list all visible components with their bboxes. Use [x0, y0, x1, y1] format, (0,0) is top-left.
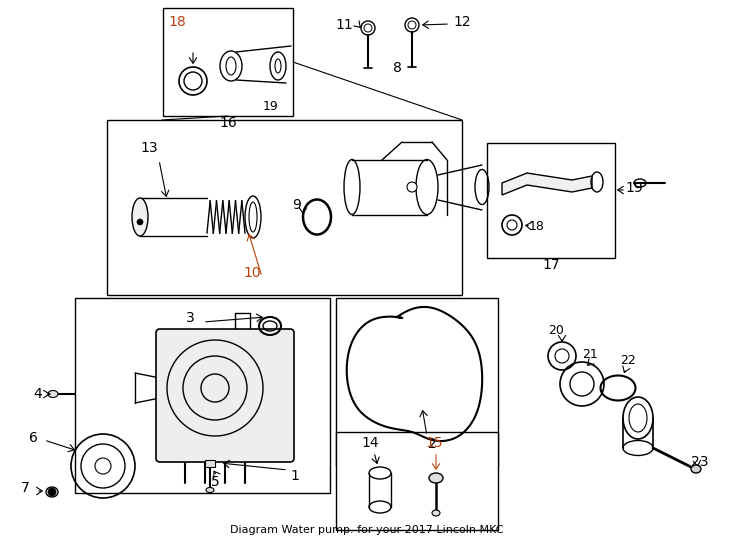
Bar — [75, 298, 330, 493]
Bar — [336, 298, 498, 466]
Text: 12: 12 — [453, 15, 470, 29]
Text: 18: 18 — [529, 220, 545, 233]
Bar — [163, 8, 293, 116]
Text: 3: 3 — [186, 311, 195, 325]
Text: 4: 4 — [34, 387, 43, 401]
Ellipse shape — [691, 465, 701, 473]
Text: 20: 20 — [548, 323, 564, 336]
Bar — [336, 432, 498, 530]
Text: 19: 19 — [625, 181, 643, 195]
Ellipse shape — [132, 198, 148, 236]
Text: 16: 16 — [219, 116, 237, 130]
Circle shape — [407, 182, 417, 192]
Bar — [205, 460, 215, 467]
Circle shape — [137, 219, 143, 225]
Bar — [487, 143, 615, 258]
Ellipse shape — [46, 487, 58, 497]
Text: 2: 2 — [428, 437, 437, 451]
Text: 21: 21 — [582, 348, 598, 361]
Text: 14: 14 — [361, 436, 379, 450]
Ellipse shape — [432, 510, 440, 516]
Text: 5: 5 — [211, 475, 219, 489]
Polygon shape — [502, 173, 592, 195]
Ellipse shape — [429, 473, 443, 483]
Ellipse shape — [206, 488, 214, 492]
Text: 7: 7 — [21, 481, 29, 495]
Text: 1: 1 — [291, 469, 299, 483]
Text: 9: 9 — [293, 198, 302, 212]
Text: 23: 23 — [691, 455, 709, 469]
Text: 13: 13 — [140, 141, 158, 155]
Text: 18: 18 — [168, 15, 186, 29]
Text: 10: 10 — [243, 266, 261, 280]
Text: 15: 15 — [425, 436, 443, 450]
Ellipse shape — [48, 390, 58, 397]
Text: 11: 11 — [335, 18, 353, 32]
Text: 17: 17 — [542, 258, 560, 272]
Text: 22: 22 — [620, 354, 636, 367]
Text: Diagram Water pump. for your 2017 Lincoln MKC: Diagram Water pump. for your 2017 Lincol… — [230, 525, 504, 535]
Circle shape — [48, 488, 56, 496]
FancyBboxPatch shape — [156, 329, 294, 462]
Bar — [107, 120, 462, 295]
Text: 6: 6 — [29, 431, 37, 445]
Text: 19: 19 — [263, 99, 279, 112]
Text: 8: 8 — [393, 61, 401, 75]
